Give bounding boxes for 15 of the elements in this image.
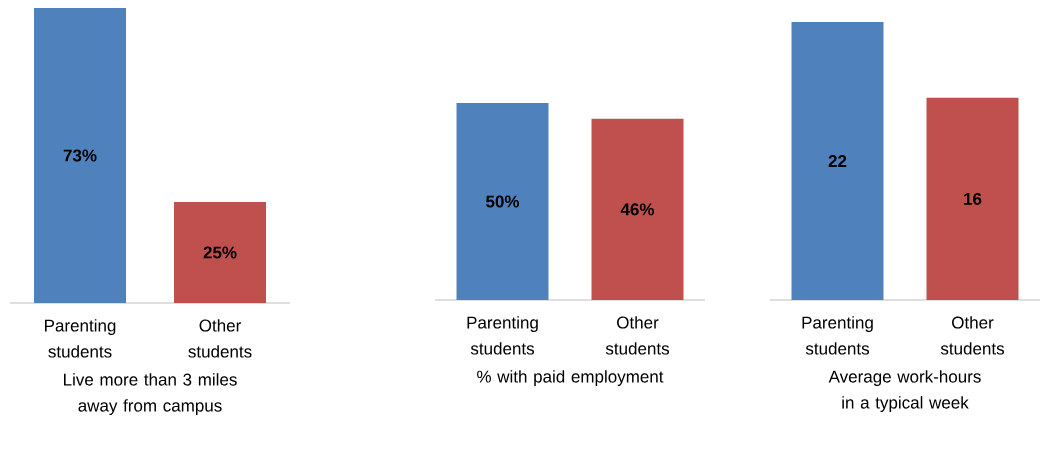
x-axis-title: % with paid employment <box>477 370 664 386</box>
data-label: 73% <box>63 149 97 162</box>
x-tick-label: Parenting students <box>467 316 538 355</box>
data-label: 22 <box>828 155 847 167</box>
x-tick-label: Parenting students <box>802 316 873 355</box>
data-label: 16 <box>964 192 982 205</box>
x-tick-label: Parenting students <box>45 319 116 358</box>
x-axis-title: Live more than 3 miles away from campus <box>64 373 237 415</box>
data-label: 46% <box>620 203 655 216</box>
x-axis-title: Average work-hours in a typical week <box>828 370 981 412</box>
data-label: 50% <box>486 195 520 208</box>
x-tick-label: Other students <box>605 316 670 355</box>
x-tick-label: Other students <box>188 319 252 358</box>
data-label: 25% <box>203 246 237 259</box>
x-tick-label: Other students <box>940 316 1005 355</box>
